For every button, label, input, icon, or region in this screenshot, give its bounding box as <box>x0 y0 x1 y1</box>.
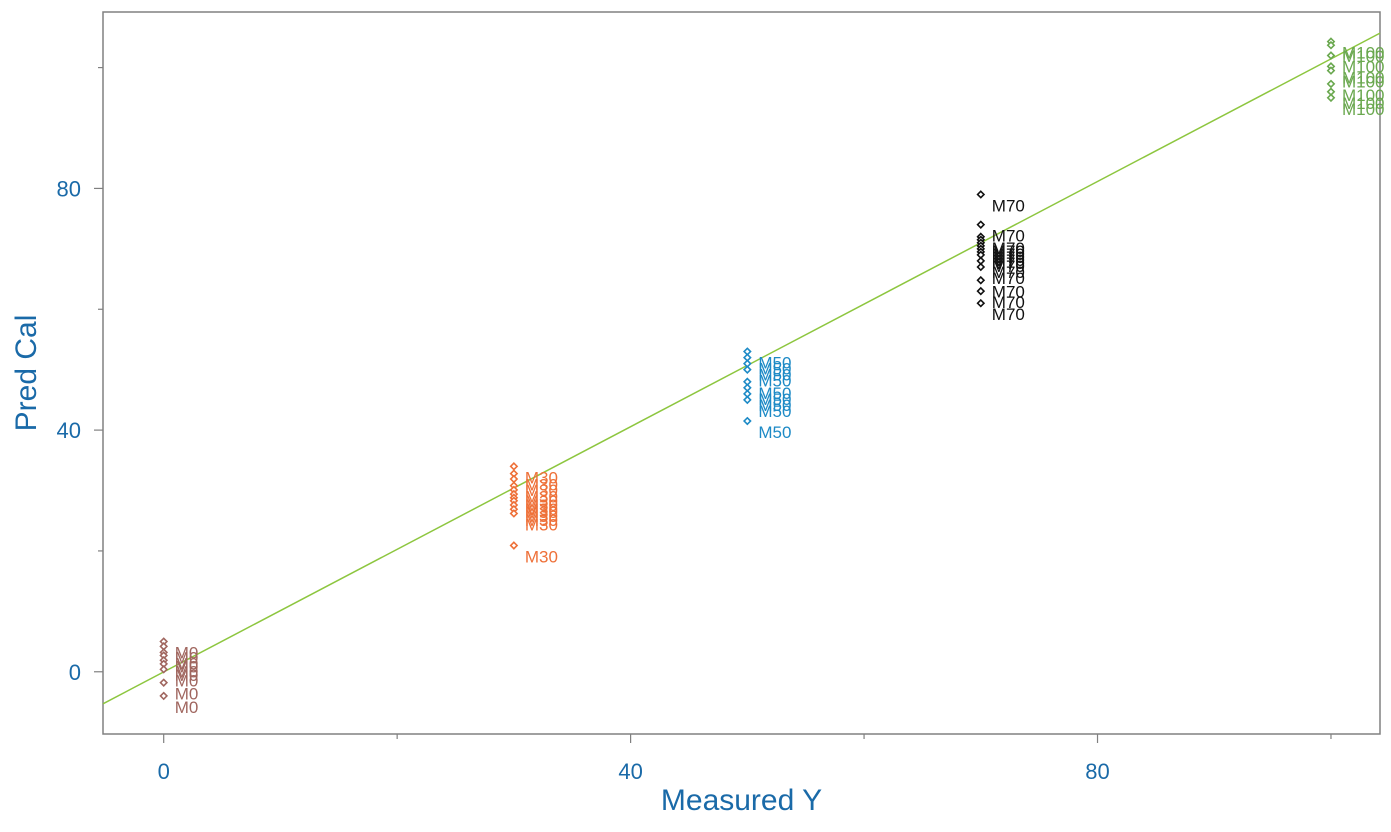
plot-frame <box>102 11 1381 735</box>
data-point <box>159 665 169 674</box>
data-point <box>1326 66 1336 75</box>
data-point <box>976 262 986 272</box>
point-label: M0 <box>175 648 199 667</box>
point-label: M70 <box>992 227 1025 246</box>
point-label: M100 <box>1342 44 1385 63</box>
point-label: M0 <box>175 644 199 663</box>
point-label: M70 <box>992 251 1025 270</box>
data-point <box>509 462 519 471</box>
x-axis-title: Measured Y <box>661 784 822 817</box>
point-label: M70 <box>992 282 1025 301</box>
point-label: M100 <box>1342 100 1385 119</box>
point-label: M70 <box>992 305 1025 324</box>
point-label: M50 <box>758 402 791 421</box>
point-label: M70 <box>992 245 1025 264</box>
data-point <box>1326 93 1336 103</box>
data-point <box>1326 79 1336 89</box>
axis-tick-labels: 0 40 80 0 40 80 <box>57 176 1110 784</box>
point-label: M30 <box>525 547 558 566</box>
point-label: M70 <box>992 257 1025 276</box>
data-point <box>976 286 986 296</box>
point-label: M30 <box>525 492 558 511</box>
point-label: M100 <box>1342 86 1385 105</box>
point-label: M30 <box>525 503 558 522</box>
point-label: M70 <box>992 254 1025 273</box>
point-label: M30 <box>525 488 558 507</box>
y-tick-label: 0 <box>69 660 81 685</box>
x-tick-label: 40 <box>618 759 642 784</box>
y-tick-label: 80 <box>57 176 81 201</box>
point-label: M70 <box>992 263 1025 282</box>
data-point <box>743 416 752 426</box>
point-label: M30 <box>525 468 558 487</box>
data-point <box>1326 51 1336 60</box>
point-label: M70 <box>992 269 1025 288</box>
data-point <box>743 365 752 375</box>
point-label: M30 <box>525 500 558 519</box>
x-tick-label: 0 <box>158 759 170 784</box>
point-label: M0 <box>175 685 199 704</box>
point-label: M30 <box>525 496 558 515</box>
point-label: M30 <box>525 515 558 534</box>
data-point <box>976 190 986 199</box>
point-label: M0 <box>175 662 199 681</box>
point-label: M50 <box>758 366 791 385</box>
point-label: M50 <box>758 360 791 379</box>
point-label: M70 <box>992 196 1025 215</box>
point-label: M100 <box>1342 68 1385 87</box>
point-labels: M0M0M0M0M0M0M0M0M0M30M30M30M30M30M30M30M… <box>175 44 1385 717</box>
point-label: M0 <box>175 671 199 690</box>
axis-ticks <box>94 66 1332 743</box>
data-point <box>509 541 519 550</box>
point-label: M30 <box>525 507 558 526</box>
fit-line-group <box>102 32 1381 705</box>
data-point <box>976 298 986 308</box>
data-point <box>743 395 752 405</box>
point-label: M50 <box>758 354 791 373</box>
point-label: M50 <box>758 384 791 403</box>
point-label: M0 <box>175 657 199 676</box>
point-label: M0 <box>175 666 199 685</box>
data-point <box>976 275 986 285</box>
point-label: M50 <box>758 396 791 415</box>
data-point <box>509 509 519 518</box>
y-axis-title: Pred Cal <box>10 315 43 432</box>
point-label: M0 <box>175 698 199 717</box>
point-label: M30 <box>525 476 558 495</box>
point-label: M30 <box>525 511 558 530</box>
y-tick-label: 40 <box>57 418 81 443</box>
point-label: M70 <box>992 248 1025 267</box>
data-point <box>976 220 986 230</box>
data-point <box>509 474 519 484</box>
point-label: M100 <box>1342 94 1385 113</box>
point-label: M50 <box>758 372 791 391</box>
data-points <box>159 37 1336 701</box>
point-label: M100 <box>1342 58 1385 77</box>
point-label: M0 <box>175 654 199 673</box>
point-label: M100 <box>1342 47 1385 66</box>
point-label: M50 <box>758 390 791 409</box>
data-point <box>159 691 169 701</box>
point-label: M30 <box>525 481 558 500</box>
point-label: M70 <box>992 293 1025 312</box>
point-label: M50 <box>758 423 791 442</box>
data-point <box>159 678 169 687</box>
point-label: M100 <box>1342 73 1385 92</box>
x-tick-label: 80 <box>1085 759 1109 784</box>
data-point <box>1326 40 1336 50</box>
fit-line <box>102 32 1381 705</box>
point-label: M70 <box>992 239 1025 258</box>
point-label: M70 <box>992 242 1025 261</box>
